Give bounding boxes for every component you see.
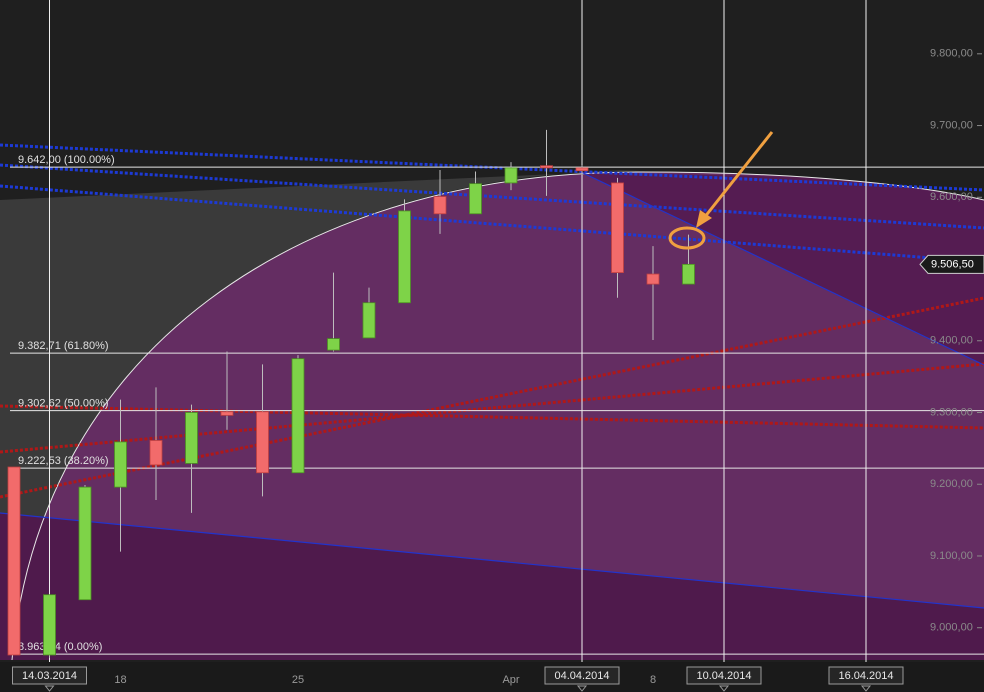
x-tick-label: 16.04.2014 [838, 670, 893, 682]
trendline [580, 171, 984, 366]
y-tick-label: 9.100,00 [930, 550, 973, 562]
x-tick-label: 14.03.2014 [22, 670, 77, 682]
arrow-head [696, 210, 712, 228]
candle-body [682, 263, 695, 285]
date-label-box [828, 666, 904, 685]
candle-body [149, 440, 163, 466]
candle-body [646, 273, 660, 285]
x-tick-label: 10.04.2014 [696, 670, 751, 682]
date-marker [718, 685, 730, 692]
gray-wedge [0, 170, 640, 660]
candle-body [185, 412, 198, 464]
x-axis-strip [0, 662, 984, 692]
y-tick-label: 9.600,00 [930, 191, 973, 203]
annotation [668, 131, 774, 250]
fib-label: 8.963,24 (0.00%) [18, 641, 102, 653]
trendline [0, 512, 984, 609]
candle-body [43, 594, 56, 656]
axes: 14.03.2014 18 25 Apr 04.04.2014 8 10.04.2014 16… [12, 48, 984, 692]
dark-region [0, 513, 984, 660]
x-tick-label: 04.04.2014 [554, 670, 609, 682]
y-tick-label: 9.200,00 [930, 478, 973, 490]
trendline [0, 184, 984, 264]
candle-body [256, 411, 269, 474]
y-tick-label: 9.000,00 [930, 622, 973, 634]
x-tick-label: Apr [502, 674, 519, 686]
price-label: 9.506,50 [931, 258, 974, 270]
date-marker [576, 685, 588, 692]
candle-body [504, 167, 518, 184]
candle-body [433, 196, 447, 215]
fib-label: 9.642,00 (100.00%) [18, 154, 115, 166]
candle-body [611, 182, 624, 274]
candle-body [362, 302, 376, 339]
date-label-box [544, 666, 620, 685]
candle-body [540, 165, 553, 169]
trendline [0, 163, 984, 230]
date-label-box [686, 666, 762, 685]
fib-label: 9.302,62 (50.00%) [18, 398, 109, 410]
date-marker [44, 685, 55, 692]
price-tag [919, 254, 984, 274]
candle-body [220, 411, 234, 416]
y-tick-label: 9.800,00 [930, 48, 973, 60]
y-tick-label: 9.400,00 [930, 335, 973, 347]
grid: 9.642,00 (100.00%) 9.382,71 (61.80%) 9.302… [10, 0, 984, 662]
candles [7, 129, 695, 658]
trendline [0, 296, 984, 499]
candle-body [398, 210, 411, 304]
candle-body [327, 338, 340, 351]
candle-body [78, 486, 92, 601]
red-trendlines [0, 296, 984, 499]
y-tick-label: 9.300,00 [930, 406, 973, 418]
arrow [702, 131, 774, 219]
candle-body [114, 441, 127, 488]
highlight [668, 226, 706, 250]
fib-label: 9.382,71 (61.80%) [18, 340, 109, 352]
date-label-box [12, 666, 87, 685]
candle-body [7, 466, 21, 656]
y-tick-label: 9.700,00 [930, 119, 973, 131]
candle-body [575, 167, 589, 172]
x-tick-label: 25 [292, 674, 304, 686]
fib-label: 9.222,53 (38.20%) [18, 455, 109, 467]
trendline [0, 404, 984, 430]
x-tick-label: 18 [114, 674, 126, 686]
candle-body [469, 183, 482, 215]
date-marker [860, 685, 872, 692]
candle-body [291, 358, 305, 474]
x-tick-label: 8 [650, 674, 656, 686]
